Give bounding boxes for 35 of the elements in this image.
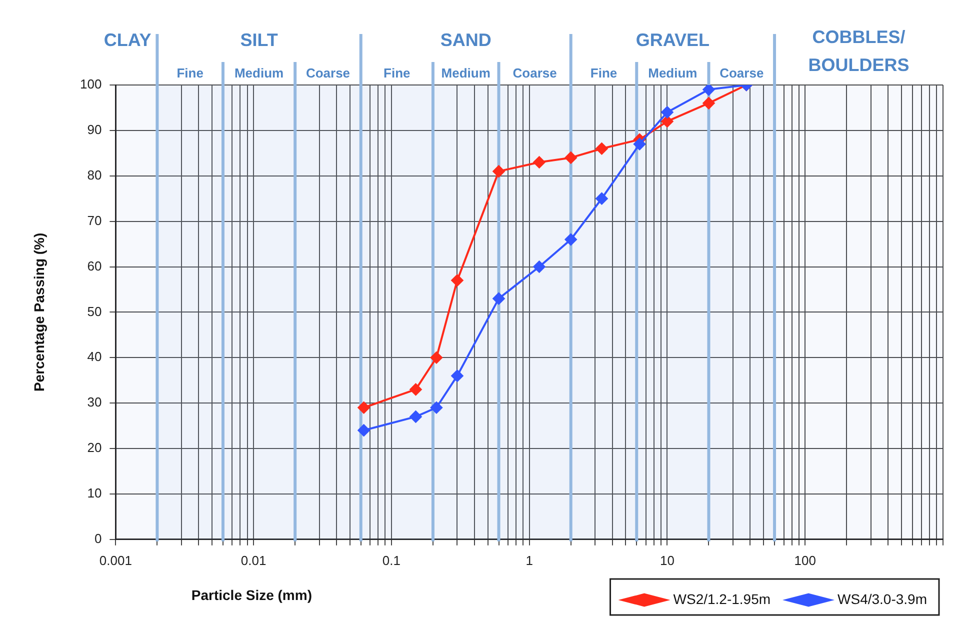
y-tick-label: 10 xyxy=(87,486,102,501)
x-tick-label: 0.001 xyxy=(99,552,132,568)
band-label: Medium xyxy=(234,66,284,81)
y-tick-label: 90 xyxy=(87,122,102,138)
x-tick-label: 1 xyxy=(526,552,533,568)
y-tick-label: 60 xyxy=(87,258,102,274)
y-tick-label: 70 xyxy=(87,212,102,228)
y-tick-label: 80 xyxy=(87,167,102,182)
band-label: Coarse xyxy=(306,66,350,81)
band-label: GRAVEL xyxy=(636,30,710,50)
y-tick-label: 40 xyxy=(87,349,102,364)
x-tick-label: 100 xyxy=(794,552,816,568)
y-tick-label: 20 xyxy=(87,440,102,456)
y-tick-label: 30 xyxy=(87,394,102,410)
y-tick-label: 0 xyxy=(94,530,102,546)
band-label: Medium xyxy=(648,66,698,81)
band-label: Medium xyxy=(441,66,490,81)
band-label: Coarse xyxy=(720,66,764,81)
y-tick-label: 50 xyxy=(87,304,102,319)
y-axis-title: Percentage Passing (%) xyxy=(30,232,47,392)
band-label: Coarse xyxy=(512,66,557,81)
band-label: Fine xyxy=(384,66,410,81)
band-label: CLAY xyxy=(104,30,152,50)
x-axis-title: Particle Size (mm) xyxy=(191,586,312,603)
y-tick-label: 100 xyxy=(80,76,102,92)
band-label: SAND xyxy=(440,30,492,50)
band-label: COBBLES/ BOULDERS xyxy=(808,26,910,75)
x-tick-label: 10 xyxy=(660,552,674,568)
legend-label: WS2/1.2-1.95m xyxy=(673,590,771,607)
band-label: Fine xyxy=(176,66,204,81)
band-label: SILT xyxy=(240,30,278,50)
x-tick-label: 0.1 xyxy=(382,552,400,568)
x-tick-label: 0.01 xyxy=(240,552,266,568)
legend-label: WS4/3.0-3.9m xyxy=(838,590,928,607)
band-label: Fine xyxy=(590,66,618,81)
